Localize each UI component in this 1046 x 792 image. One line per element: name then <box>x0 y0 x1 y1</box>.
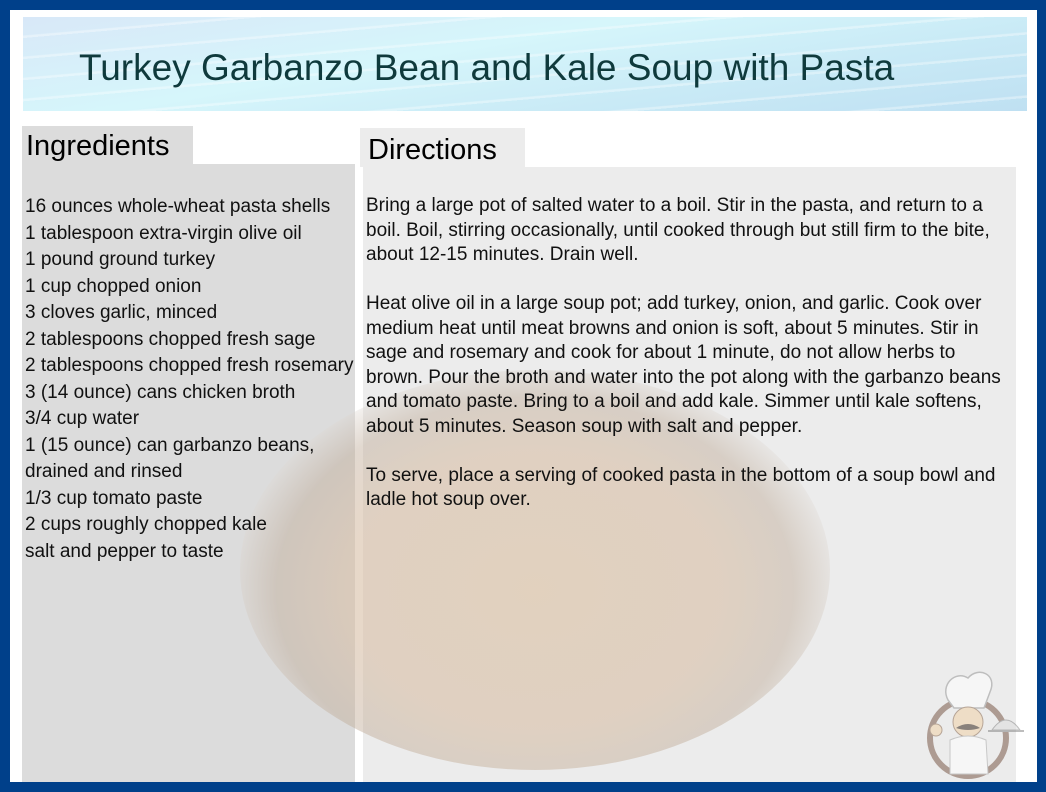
ingredient-item: 1 (15 ounce) can garbanzo beans, drained… <box>25 434 315 483</box>
bean-bowl-image <box>240 370 830 770</box>
ingredients-list: 16 ounces whole-wheat pasta shells 1 tabl… <box>25 194 355 565</box>
direction-step: To serve, place a serving of cooked past… <box>366 464 996 511</box>
direction-step: Bring a large pot of salted water to a b… <box>366 195 990 265</box>
ingredients-heading: Ingredients <box>26 130 170 162</box>
ingredient-item: 3/4 cup water <box>25 408 140 429</box>
ingredients-heading-box: Ingredients <box>22 126 193 164</box>
ingredient-item: 2 tablespoons chopped fresh sage <box>25 328 316 350</box>
ingredient-item: 2 tablespoons chopped fresh rosemary <box>25 355 354 376</box>
title-banner: Turkey Garbanzo Bean and Kale Soup with … <box>23 17 1027 111</box>
ingredient-item: 16 ounces whole-wheat pasta shells <box>25 196 331 217</box>
ingredient-item: 3 (14 ounce) cans chicken broth <box>25 381 296 403</box>
ingredient-item: 1 pound ground turkey <box>25 249 216 270</box>
page-title: Turkey Garbanzo Bean and Kale Soup with … <box>79 47 895 88</box>
chef-with-cloche-icon <box>927 671 1024 779</box>
direction-step: Heat olive oil in a large soup pot; add … <box>366 293 1001 437</box>
directions-heading-box: Directions <box>360 128 525 167</box>
ingredient-item: 1/3 cup tomato paste <box>25 487 203 509</box>
ingredient-item: 3 cloves garlic, minced <box>25 302 218 323</box>
directions-heading: Directions <box>368 134 497 166</box>
ingredient-item: 1 tablespoon extra-virgin olive oil <box>25 222 302 244</box>
ingredient-item: 1 cup chopped onion <box>25 275 202 297</box>
ingredient-item: 2 cups roughly chopped kale <box>25 514 267 535</box>
ingredient-item: salt and pepper to taste <box>25 540 224 562</box>
directions-text: Bring a large pot of salted water to a b… <box>366 194 1016 537</box>
recipe-card: Turkey Garbanzo Bean and Kale Soup with … <box>10 10 1037 782</box>
